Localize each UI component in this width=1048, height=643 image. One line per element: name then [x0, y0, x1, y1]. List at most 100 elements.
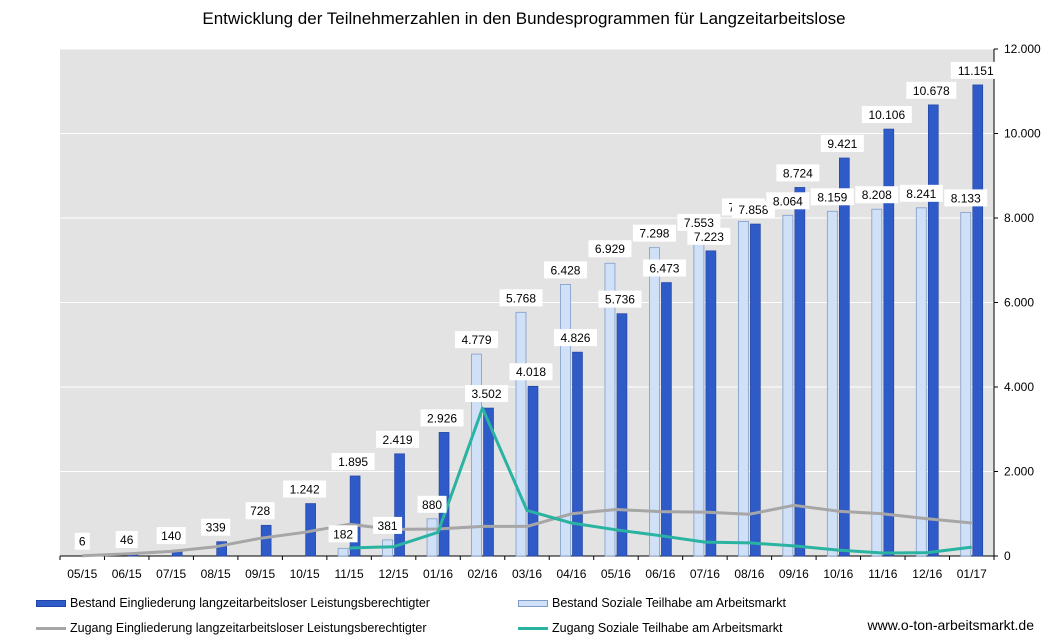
data-label-series-0-bg — [420, 409, 464, 427]
data-label-series-0-bg — [776, 164, 820, 182]
data-label-series-0-bg — [906, 81, 957, 99]
x-tick-label: 08/15 — [201, 567, 231, 581]
bar-series-0 — [661, 282, 672, 557]
x-tick-label: 12/16 — [912, 567, 942, 581]
legend-swatch-series-2 — [36, 626, 66, 630]
line-series-3 — [349, 406, 972, 555]
data-label-series-1: 6.428 — [550, 263, 580, 277]
y-tick-label: 4.000 — [1004, 380, 1034, 394]
data-label-series-0: 2.926 — [427, 411, 457, 425]
data-label-series-1-bg — [766, 192, 810, 210]
data-label-series-1-bg — [588, 240, 632, 258]
data-label-series-0-bg — [861, 106, 912, 124]
y-tick-label: 12.000 — [1004, 42, 1041, 56]
legend-swatch-series-0 — [36, 599, 66, 607]
x-tick-label: 11/16 — [868, 567, 897, 581]
y-tick-label: 6.000 — [1004, 296, 1034, 310]
data-label-series-1-bg — [677, 213, 721, 231]
data-label-series-0: 6.473 — [649, 262, 679, 276]
bar-series-1 — [693, 236, 705, 557]
x-tick-label: 09/15 — [245, 567, 275, 581]
data-label-series-0-bg — [731, 200, 775, 218]
legend-item-series-1: Bestand Soziale Teilhabe am Arbeitsmarkt — [518, 596, 786, 610]
data-label-series-0: 10.106 — [868, 108, 905, 122]
data-label-series-1: 8.159 — [817, 190, 847, 204]
bar-series-0 — [572, 351, 583, 557]
data-label-series-0-bg — [687, 227, 731, 245]
data-label-series-0-bg — [376, 430, 420, 448]
bar-series-0 — [927, 104, 939, 557]
data-label-series-1: 182 — [333, 527, 353, 541]
y-tick-label: 8.000 — [1004, 211, 1034, 225]
x-tick-label: 10/16 — [823, 567, 853, 581]
bar-series-1 — [560, 284, 571, 557]
legend-label-series-3: Zugang Soziale Teilhabe am Arbeitsmarkt — [552, 621, 783, 635]
y-tick-label: 0 — [1004, 549, 1011, 563]
x-tick-label: 01/17 — [957, 567, 987, 581]
data-label-series-0-bg — [465, 385, 509, 403]
data-label-series-0: 7.223 — [694, 230, 724, 244]
data-label-series-1-bg — [499, 289, 543, 307]
x-tick-label: 05/15 — [67, 567, 97, 581]
bar-series-0 — [839, 157, 850, 557]
data-label-series-0-bg — [820, 134, 864, 152]
bar-series-0 — [483, 407, 494, 557]
x-tick-label: 12/15 — [379, 567, 409, 581]
data-label-series-1-bg — [632, 224, 676, 242]
data-label-series-0: 728 — [250, 504, 270, 518]
bar-series-0 — [260, 524, 272, 557]
data-label-series-0: 339 — [206, 521, 226, 535]
bar-series-0 — [438, 432, 450, 557]
data-label-series-0-bg — [74, 532, 90, 550]
data-label-series-1-bg — [543, 261, 587, 279]
x-tick-label: 07/16 — [690, 567, 720, 581]
data-label-series-0-bg — [642, 259, 686, 277]
bar-series-0 — [349, 475, 361, 557]
legend-item-series-0: Bestand Eingliederung langzeitarbeitslos… — [36, 596, 430, 610]
data-label-series-1-bg — [899, 184, 943, 202]
bar-series-1 — [960, 211, 972, 557]
x-tick-label: 05/16 — [601, 567, 631, 581]
data-label-series-0: 5.736 — [605, 293, 635, 307]
bar-series-0 — [972, 84, 984, 557]
data-label-series-0: 1.895 — [338, 455, 368, 469]
data-label-series-1-bg — [417, 495, 447, 513]
data-label-series-0: 4.826 — [560, 331, 590, 345]
data-label-series-1: 5.768 — [506, 291, 536, 305]
data-label-series-0: 8.724 — [783, 166, 813, 180]
x-tick-label: 04/16 — [556, 567, 586, 581]
data-label-series-0: 140 — [161, 529, 181, 543]
bar-series-1 — [737, 220, 749, 557]
bar-series-1 — [337, 547, 349, 557]
x-tick-label: 08/16 — [734, 567, 764, 581]
legend-swatch-series-1 — [518, 599, 548, 607]
bar-series-1 — [515, 311, 527, 557]
y-tick-label: 2.000 — [1004, 465, 1034, 479]
bar-series-0 — [794, 187, 806, 557]
bar-series-0 — [883, 128, 895, 557]
data-label-series-1: 8.133 — [951, 191, 981, 205]
data-label-series-0-bg — [598, 290, 642, 308]
legend-label-series-2: Zugang Eingliederung langzeitarbeitslose… — [70, 621, 427, 635]
x-tick-label: 07/15 — [156, 567, 186, 581]
data-label-series-1: 8.208 — [862, 188, 892, 202]
x-tick-label: 10/15 — [290, 567, 320, 581]
data-label-series-1: 7.553 — [684, 216, 714, 230]
data-label-series-1-bg — [855, 186, 899, 204]
legend-swatch-series-3 — [518, 626, 548, 630]
x-tick-label: 02/16 — [468, 567, 498, 581]
bar-series-0 — [705, 250, 717, 557]
line-series-2 — [82, 503, 972, 558]
bar-series-1 — [871, 208, 883, 557]
data-label-series-1-bg — [810, 188, 854, 206]
bar-series-1 — [426, 518, 438, 557]
data-label-series-0: 11.151 — [958, 64, 994, 78]
source-credit: www.o-ton-arbeitsmarkt.de — [867, 617, 1034, 633]
legend-item-series-2: Zugang Eingliederung langzeitarbeitslose… — [36, 621, 426, 635]
data-label-series-1: 6.929 — [595, 242, 625, 256]
x-tick-label: 06/16 — [645, 567, 675, 581]
data-label-series-1: 880 — [422, 498, 442, 512]
x-tick-label: 01/16 — [423, 567, 453, 581]
bar-series-0 — [527, 385, 539, 557]
